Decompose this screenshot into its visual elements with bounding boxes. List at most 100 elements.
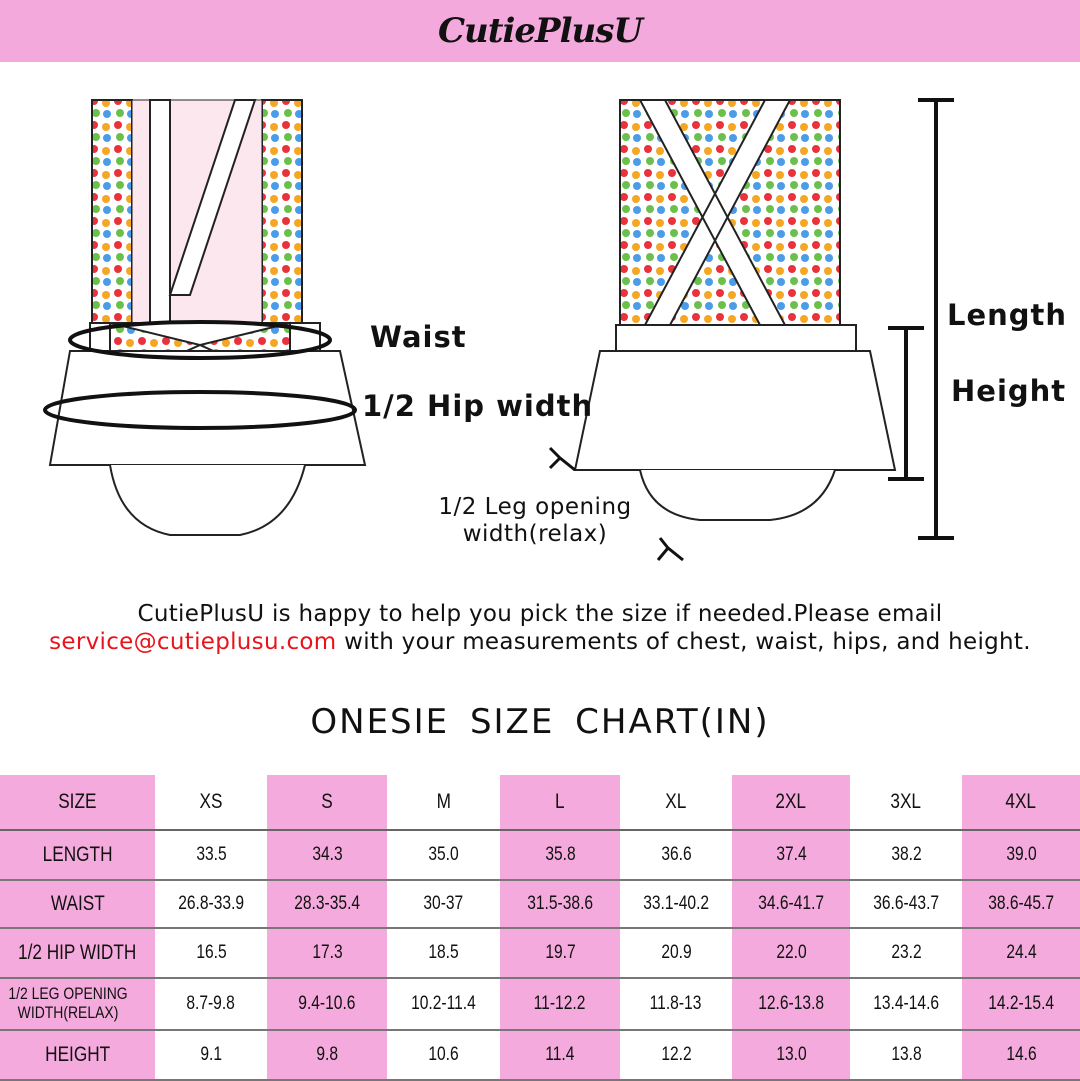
header-text: S — [321, 790, 333, 813]
table-cell: 36.6-43.7 — [850, 880, 962, 929]
row-label: WAIST — [0, 880, 155, 929]
table-cell: 30-37 — [387, 880, 500, 929]
cell-value: 36.6 — [660, 844, 692, 865]
table-cell: 14.2-15.4 — [962, 978, 1080, 1031]
cell-value: 36.6-43.7 — [873, 893, 939, 914]
header-text: XS — [199, 790, 223, 813]
table-cell: 12.2 — [620, 1030, 732, 1081]
table-cell: 16.5 — [155, 928, 267, 979]
size-header: XS — [155, 775, 267, 831]
cell-value: 13.8 — [890, 1044, 922, 1065]
hip-width-label: 1/2 Hip width — [362, 389, 594, 423]
cell-value: 14.6 — [1005, 1044, 1037, 1065]
help-note-line1: CutiePlusU is happy to help you pick the… — [137, 601, 943, 627]
cell-value: 26.8-33.9 — [178, 893, 244, 914]
cell-value: 20.9 — [660, 942, 692, 963]
row-label: HEIGHT — [0, 1030, 155, 1081]
measurement-lines — [548, 98, 954, 562]
table-row: HEIGHT 9.1 9.8 10.6 11.4 12.2 13.0 13.8 14.6 — [0, 1030, 1080, 1081]
cell-value: 9.1 — [200, 1044, 222, 1065]
size-header: 2XL — [732, 775, 850, 831]
header-text: L — [555, 790, 565, 813]
table-cell: 11.8-13 — [620, 978, 732, 1031]
table-cell: 9.8 — [267, 1030, 387, 1081]
brand-banner: CutiePlusU — [0, 0, 1080, 62]
table-cell: 37.4 — [732, 830, 850, 881]
cell-value: 10.6 — [428, 1044, 459, 1065]
size-header: 4XL — [962, 775, 1080, 831]
table-cell: 24.4 — [962, 928, 1080, 979]
onesie-back-illustration — [573, 99, 897, 521]
cell-value: 9.4-10.6 — [298, 993, 356, 1014]
cell-value: 38.2 — [890, 844, 922, 865]
cell-value: 35.8 — [544, 844, 576, 865]
size-chart-table: SIZE XS S M L XL 2XL 3XL 4XL LENGTH 33.5 34.3 35.0 35… — [0, 775, 1080, 1081]
cell-value: 14.2-15.4 — [988, 993, 1054, 1014]
cell-value: 13.0 — [775, 1044, 807, 1065]
cell-value: 12.2 — [660, 1044, 692, 1065]
leg-opening-label-line1: 1/2 Leg opening — [438, 494, 632, 520]
header-text: 2XL — [775, 790, 807, 813]
email-link[interactable]: service@cutieplusu.com — [49, 629, 337, 655]
table-cell: 9.4-10.6 — [267, 978, 387, 1031]
table-cell: 39.0 — [962, 830, 1080, 881]
leg-opening-label-line2: width(relax) — [462, 521, 608, 547]
cell-value: 12.6-13.8 — [758, 993, 824, 1014]
table-cell: 11-12.2 — [500, 978, 620, 1031]
cell-value: 37.4 — [775, 844, 807, 865]
table-cell: 36.6 — [620, 830, 732, 881]
cell-value: 34.3 — [311, 844, 343, 865]
table-cell: 35.8 — [500, 830, 620, 881]
help-note: CutiePlusU is happy to help you pick the… — [0, 600, 1080, 656]
cell-value: 17.3 — [311, 942, 343, 963]
chart-title: ONESIE SIZE CHART(IN) — [310, 702, 770, 742]
table-cell: 34.3 — [267, 830, 387, 881]
table-row: 1/2 LEG OPENING WIDTH(RELAX) 8.7-9.8 9.4-1… — [0, 978, 1080, 1031]
help-note-line2: with your measurements of chest, waist, … — [336, 629, 1031, 655]
cell-value: 16.5 — [195, 942, 227, 963]
table-cell: 13.4-14.6 — [850, 978, 962, 1031]
table-cell: 31.5-38.6 — [500, 880, 620, 929]
table-cell: 12.6-13.8 — [732, 978, 850, 1031]
table-cell: 9.1 — [155, 1030, 267, 1081]
cell-value: 38.6-45.7 — [988, 893, 1054, 914]
table-cell: 10.6 — [387, 1030, 500, 1081]
table-cell: 28.3-35.4 — [267, 880, 387, 929]
brand-logo: CutiePlusU — [437, 11, 643, 51]
cell-value: 13.4-14.6 — [873, 993, 939, 1014]
cell-value: 11.8-13 — [650, 993, 702, 1014]
table-cell: 35.0 — [387, 830, 500, 881]
onesie-front-illustration — [43, 99, 367, 536]
table-cell: 26.8-33.9 — [155, 880, 267, 929]
table-cell: 14.6 — [962, 1030, 1080, 1081]
cell-value: 18.5 — [428, 942, 459, 963]
table-cell: 22.0 — [732, 928, 850, 979]
table-header-row: SIZE XS S M L XL 2XL 3XL 4XL — [0, 775, 1080, 831]
table-cell: 38.6-45.7 — [962, 880, 1080, 929]
table-cell: 34.6-41.7 — [732, 880, 850, 929]
table-cell: 38.2 — [850, 830, 962, 881]
header-text: SIZE — [58, 790, 97, 813]
table-cell: 19.7 — [500, 928, 620, 979]
table-cell: 8.7-9.8 — [155, 978, 267, 1031]
table-cell: 10.2-11.4 — [387, 978, 500, 1031]
table-cell: 18.5 — [387, 928, 500, 979]
row-label-text: WAIST — [50, 892, 105, 915]
cell-value: 24.4 — [1005, 942, 1037, 963]
table-cell: 23.2 — [850, 928, 962, 979]
row-label-text: LENGTH — [42, 843, 113, 866]
cell-value: 11.4 — [545, 1044, 575, 1065]
cell-value: 31.5-38.6 — [527, 893, 593, 914]
table-cell: 13.0 — [732, 1030, 850, 1081]
cell-value: 30-37 — [423, 893, 464, 914]
table-cell: 20.9 — [620, 928, 732, 979]
cell-value: 28.3-35.4 — [294, 893, 360, 914]
header-text: XL — [665, 790, 687, 813]
cell-value: 11-12.2 — [534, 993, 586, 1014]
row-label-text: HEIGHT — [44, 1043, 111, 1066]
waist-label: Waist — [370, 320, 467, 354]
table-row: WAIST 26.8-33.9 28.3-35.4 30-37 31.5-38.6 33.… — [0, 880, 1080, 929]
table-cell: 13.8 — [850, 1030, 962, 1081]
length-label: Length — [947, 298, 1068, 332]
table-cell: 33.1-40.2 — [620, 880, 732, 929]
